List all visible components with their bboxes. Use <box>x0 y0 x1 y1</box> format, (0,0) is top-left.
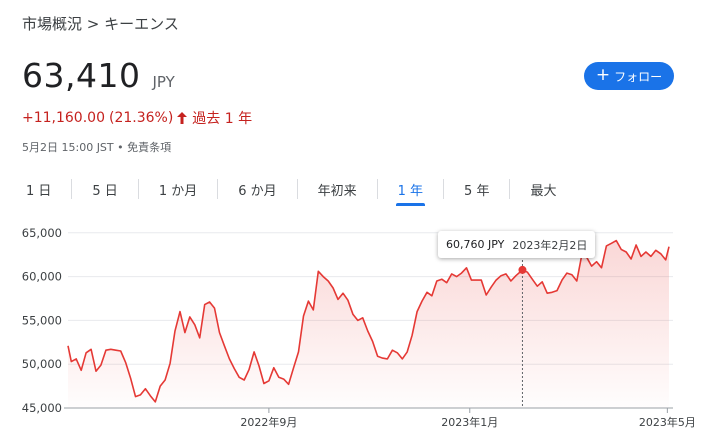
tab-divider <box>137 179 139 199</box>
tab-1-month[interactable]: 1 か月 <box>158 184 198 199</box>
tooltip-value: 60,760 JPY <box>446 238 505 251</box>
x-axis: 2022年9月 2023年1月 2023年5月 <box>64 407 696 429</box>
hover-point <box>518 265 527 274</box>
tab-max[interactable]: 最大 <box>530 184 557 199</box>
tab-divider <box>376 179 378 199</box>
arrow-up-icon <box>177 112 188 124</box>
currency-label: JPY <box>152 73 175 91</box>
follow-button[interactable]: + フォロー <box>584 62 674 90</box>
y-tick-label: 65,000 <box>22 226 62 240</box>
price-change: +11,160.00 (21.36%) 過去 1 年 <box>22 108 252 128</box>
tooltip-date: 2023年2月2日 <box>512 238 588 252</box>
tab-divider <box>296 179 298 199</box>
tab-5-years[interactable]: 5 年 <box>464 184 490 199</box>
x-tick-label: 2022年9月 <box>240 415 297 429</box>
y-tick-label: 55,000 <box>22 313 62 327</box>
x-tick-label: 2023年1月 <box>441 415 498 429</box>
breadcrumb-separator: > <box>86 15 100 33</box>
current-price: 63,410 <box>22 56 141 95</box>
change-amount: +11,160.00 <box>22 110 105 126</box>
price-series-line <box>67 239 670 403</box>
quote-timestamp: 5月2日 15:00 JST • 免責条項 <box>22 141 172 154</box>
chart-tooltip: 60,760 JPY 2023年2月2日 <box>438 231 596 258</box>
tab-5-days[interactable]: 5 日 <box>92 184 118 199</box>
change-period: 過去 1 年 <box>192 111 253 127</box>
tab-1-year[interactable]: 1 年 <box>386 176 435 206</box>
y-tick-label: 50,000 <box>22 357 62 371</box>
change-percent: (21.36%) <box>108 110 174 126</box>
tab-ytd[interactable]: 年初来 <box>317 184 357 199</box>
tab-divider <box>217 179 219 199</box>
breadcrumb-current: キーエンス <box>104 15 179 33</box>
plus-icon: + <box>595 64 611 85</box>
price-row: 63,410 JPY <box>22 56 175 95</box>
x-tick-label: 2023年5月 <box>639 415 696 429</box>
y-tick-label: 60,000 <box>22 270 62 284</box>
price-area-fill <box>68 240 669 408</box>
follow-button-label: フォロー <box>614 69 663 84</box>
tab-divider <box>71 179 73 199</box>
tab-6-months[interactable]: 6 か月 <box>238 184 277 199</box>
breadcrumb-parent-link[interactable]: 市場概況 <box>22 15 83 33</box>
breadcrumb: 市場概況 > キーエンス <box>22 13 179 34</box>
tab-divider <box>509 179 511 199</box>
tab-divider <box>443 179 445 199</box>
y-axis: 65,000 60,000 55,000 50,000 45,000 <box>22 226 62 415</box>
y-tick-label: 45,000 <box>22 401 62 415</box>
time-range-tabs: 1 日 5 日 1 か月 6 か月 年初来 1 年 5 年 最大 <box>14 176 568 206</box>
tab-1-day[interactable]: 1 日 <box>26 184 52 199</box>
